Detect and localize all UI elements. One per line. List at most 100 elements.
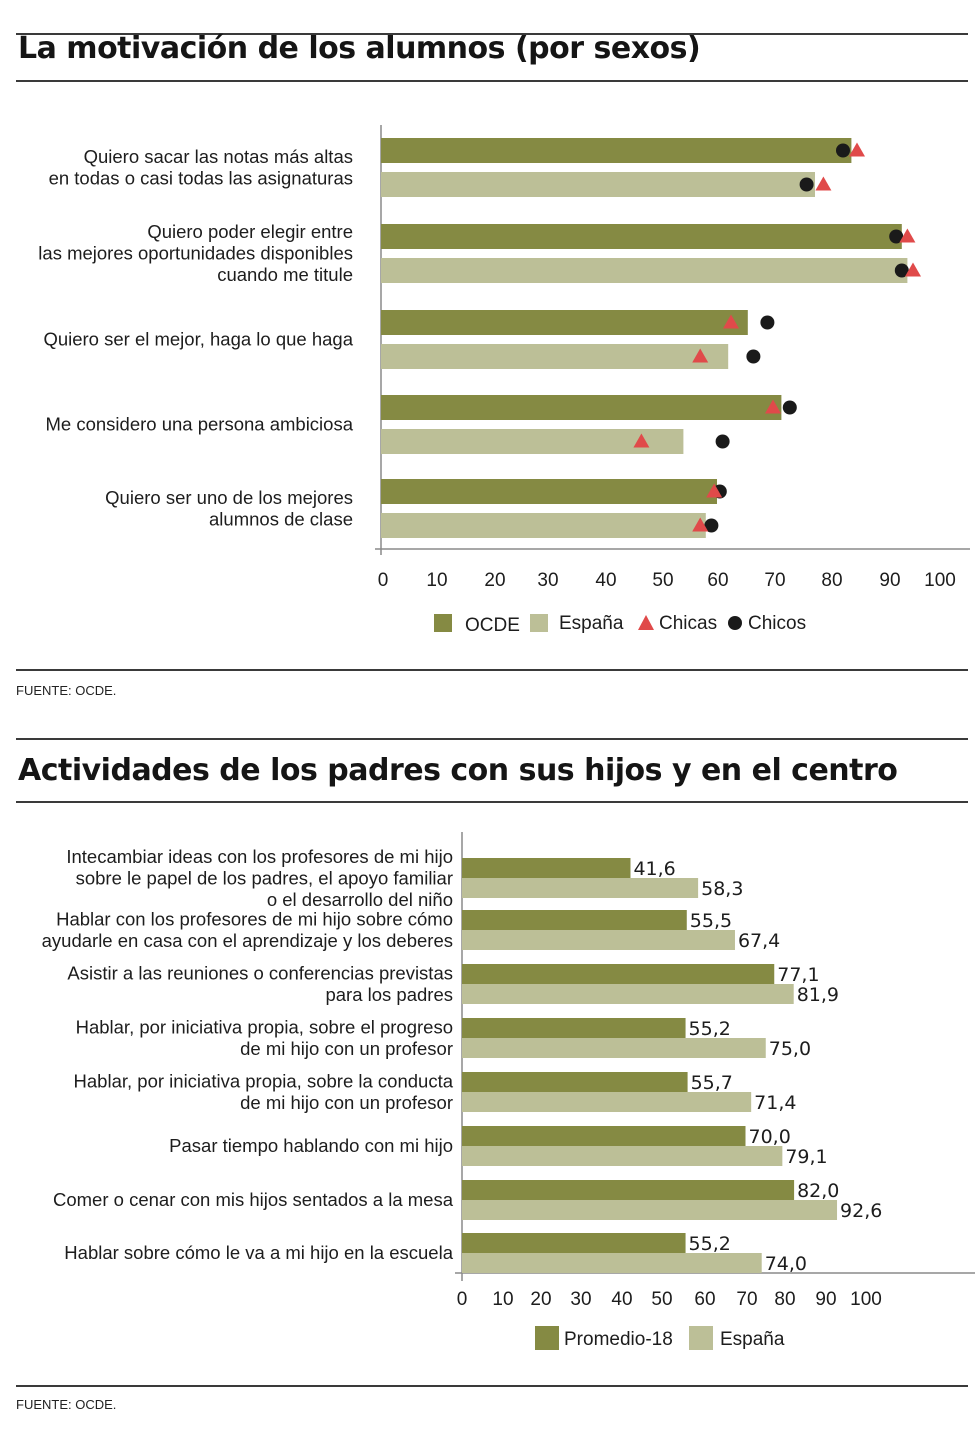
bar-promedio xyxy=(462,1018,686,1038)
bar-espana xyxy=(462,1200,838,1220)
x-tick-label: 50 xyxy=(651,1289,672,1310)
bar-espana xyxy=(462,1253,762,1273)
category-label: Quiero poder elegir entre xyxy=(147,221,353,242)
chart2-source: FUENTE: OCDE. xyxy=(16,1397,117,1412)
marker-chicos xyxy=(704,518,719,533)
chart1-title: La motivación de los alumnos (por sexos) xyxy=(18,31,701,66)
value-label: 74,0 xyxy=(765,1253,807,1275)
x-tick-label: 20 xyxy=(484,570,505,591)
value-label: 58,3 xyxy=(701,878,743,900)
bar-espana xyxy=(381,344,729,369)
legend-label-ocde: OCDE xyxy=(465,615,520,636)
x-tick-label: 60 xyxy=(707,570,728,591)
category-label: Hablar, por iniciativa propia, sobre el … xyxy=(76,1016,453,1037)
category-label: Comer o cenar con mis hijos sentados a l… xyxy=(53,1189,454,1210)
x-tick-label: 10 xyxy=(426,570,447,591)
title1-underline xyxy=(16,80,968,82)
category-label: para los padres xyxy=(325,984,453,1005)
bar-promedio xyxy=(462,1072,688,1092)
value-label: 70,0 xyxy=(749,1126,791,1148)
legend-swatch-ocde xyxy=(434,614,452,632)
legend-label-chicos: Chicos xyxy=(748,613,806,634)
category-label: Hablar sobre cómo le va a mi hijo en la … xyxy=(64,1242,453,1263)
x-tick-label: 0 xyxy=(457,1289,468,1310)
bar-promedio xyxy=(462,910,687,930)
category-label: Hablar, por iniciativa propia, sobre la … xyxy=(74,1070,454,1091)
category-label: Intecambiar ideas con los profesores de … xyxy=(66,846,453,867)
value-label: 81,9 xyxy=(797,984,839,1006)
legend-swatch-promedio xyxy=(535,1326,559,1350)
bar-espana xyxy=(462,1146,783,1166)
category-label: en todas o casi todas las asignaturas xyxy=(49,167,353,188)
x-tick-label: 90 xyxy=(879,570,900,591)
x-tick-label: 70 xyxy=(764,570,785,591)
legend-label-chicas: Chicas xyxy=(659,613,717,634)
value-label: 82,0 xyxy=(797,1180,839,1202)
chart1-source: FUENTE: OCDE. xyxy=(16,683,117,698)
value-label: 75,0 xyxy=(769,1038,811,1060)
bar-espana xyxy=(462,1092,752,1112)
marker-chicas xyxy=(706,483,723,498)
value-label: 67,4 xyxy=(738,930,780,952)
legend-label-espana: España xyxy=(720,1329,785,1350)
category-label: Quiero ser uno de los mejores xyxy=(105,487,353,508)
bar-ocde xyxy=(381,224,902,249)
bar-ocde xyxy=(381,138,852,163)
x-tick-label: 40 xyxy=(595,570,616,591)
category-label: alumnos de clase xyxy=(209,508,353,529)
bar-espana xyxy=(462,1038,766,1058)
legend-circle-icon xyxy=(728,616,742,630)
marker-chicos xyxy=(760,315,775,330)
bar-promedio xyxy=(462,964,775,984)
category-label: Hablar con los profesores de mi hijo sob… xyxy=(56,908,453,929)
x-tick-label: 0 xyxy=(378,570,389,591)
marker-chicas xyxy=(815,176,832,191)
marker-chicas xyxy=(905,262,921,277)
x-tick-label: 80 xyxy=(821,570,842,591)
title2-underline xyxy=(16,801,968,803)
marker-chicos xyxy=(715,434,730,449)
value-label: 79,1 xyxy=(785,1146,827,1168)
legend-swatch-espana xyxy=(530,614,548,632)
category-label: ayudarle en casa con el aprendizaje y lo… xyxy=(42,930,453,951)
x-tick-label: 30 xyxy=(570,1289,591,1310)
bar-espana xyxy=(381,258,908,283)
value-label: 55,7 xyxy=(691,1072,733,1094)
marker-chicas xyxy=(692,517,709,532)
bar-espana xyxy=(381,172,815,197)
category-label: las mejores oportunidades disponibles xyxy=(38,243,353,264)
chart1-bottom-rule xyxy=(16,669,968,671)
category-label: o el desarrollo del niño xyxy=(267,889,453,910)
motivation-chart: 0 10 20 30 40 50 60 70 80 90 100 Quiero sacar las n… xyxy=(38,125,970,636)
category-label: sobre le papel de los padres, el apoyo f… xyxy=(76,868,453,889)
category-label: Asistir a las reuniones o conferencias p… xyxy=(67,962,453,983)
bar-ocde xyxy=(381,395,782,420)
marker-chicos xyxy=(836,143,850,158)
bar-ocde xyxy=(381,479,717,504)
marker-chicos xyxy=(799,177,814,192)
x-tick-label: 60 xyxy=(694,1289,715,1310)
marker-chicos xyxy=(782,400,797,415)
category-label: de mi hijo con un profesor xyxy=(240,1038,453,1059)
marker-chicos xyxy=(746,349,761,364)
bar-espana xyxy=(462,930,735,950)
value-label: 55,2 xyxy=(689,1233,731,1255)
value-label: 41,6 xyxy=(633,858,675,880)
x-tick-label: 100 xyxy=(924,570,956,591)
marker-chicas xyxy=(899,228,916,243)
chart2-top-rule xyxy=(16,738,968,740)
bar-espana xyxy=(381,429,684,454)
chart2-title: Actividades de los padres con sus hijos … xyxy=(18,753,898,788)
marker-chicas xyxy=(692,348,709,363)
chart2-bottom-rule xyxy=(16,1385,968,1387)
bar-promedio xyxy=(462,1180,795,1200)
x-tick-label: 80 xyxy=(774,1289,795,1310)
top-rule xyxy=(16,33,968,35)
category-label: Pasar tiempo hablando con mi hijo xyxy=(169,1135,453,1156)
value-label: 55,5 xyxy=(690,910,732,932)
category-label: Quiero sacar las notas más altas xyxy=(84,146,353,167)
legend-triangle-icon xyxy=(638,615,654,630)
x-tick-label: 30 xyxy=(537,570,558,591)
x-tick-label: 10 xyxy=(492,1289,513,1310)
